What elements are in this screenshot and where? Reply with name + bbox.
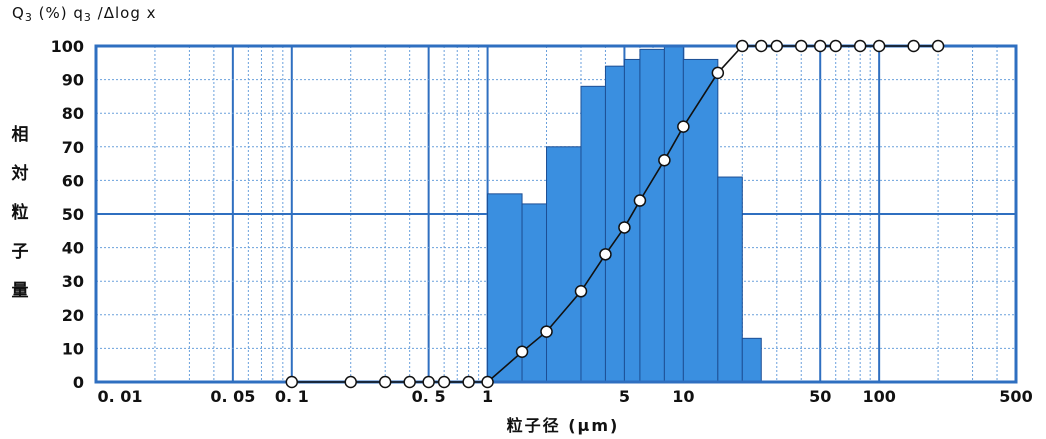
cumulative-point	[907, 39, 920, 53]
cumulative-point	[711, 66, 725, 80]
cumulative-point	[829, 39, 842, 53]
cumulative-point	[540, 325, 553, 338]
y-tick-label: 80	[62, 104, 84, 123]
cumulative-point	[599, 248, 612, 261]
cumulative-point	[770, 39, 784, 53]
histogram-bar	[580, 85, 606, 383]
header-q-tail: /Δlog x	[97, 4, 157, 22]
cumulative-point	[462, 375, 475, 389]
y-tick-labels: 0 10 20 30 40 50 60 70 80 90 100	[51, 37, 84, 392]
cumulative-point	[658, 153, 671, 167]
cumulative-curve	[285, 39, 945, 389]
cumulative-point	[813, 39, 827, 53]
histogram-bar	[741, 337, 762, 383]
cumulative-point	[853, 39, 867, 53]
x-tick-label: 5	[619, 387, 630, 406]
y-title-char: 対	[11, 164, 29, 184]
y-tick-label: 10	[62, 339, 84, 358]
histogram-bar	[663, 45, 684, 383]
cumulative-point	[437, 375, 451, 389]
plot-frame	[94, 44, 1018, 384]
histogram-bar	[682, 58, 719, 383]
cumulative-point	[633, 194, 647, 207]
y-tick-label: 50	[62, 205, 84, 224]
cumulative-point	[344, 375, 357, 389]
header-q-unit: (%)	[38, 4, 68, 22]
x-tick-label: 0. 1	[275, 387, 309, 406]
x-tick-label: 1	[482, 387, 493, 406]
cumulative-point	[285, 375, 299, 389]
cumulative-point	[755, 39, 768, 53]
x-axis-title: 粒子径 (μm)	[506, 416, 620, 435]
x-tick-label: 10	[672, 387, 694, 406]
y-title-char: 相	[11, 125, 29, 145]
y-tick-label: 40	[62, 239, 84, 258]
cumulative-point	[422, 375, 435, 389]
y-tick-label: 70	[62, 138, 84, 157]
header-q-label: Q	[12, 4, 25, 22]
x-tick-label: 0. 01	[97, 387, 142, 406]
y-tick-label: 30	[62, 272, 84, 291]
cumulative-point	[677, 120, 690, 133]
cumulative-point	[872, 39, 886, 53]
y-axis-title: 相 対 粒 子 量	[10, 120, 30, 301]
y-tick-label: 90	[62, 71, 84, 90]
x-tick-label: 0. 05	[210, 387, 255, 406]
cumulative-point	[794, 39, 808, 53]
y-title-char: 子	[11, 242, 29, 262]
y-tick-label: 20	[62, 306, 84, 325]
y-title-char: 量	[11, 281, 29, 301]
histogram-bar	[717, 176, 743, 383]
y-tick-label: 0	[73, 373, 84, 392]
histogram-bar	[623, 58, 641, 383]
header-q-sub: 3	[24, 11, 33, 24]
x-tick-label: 50	[809, 387, 831, 406]
y-tick-label: 60	[62, 171, 84, 190]
cumulative-point	[736, 39, 749, 53]
chart-header: Q3 (%) q3 /Δlog x	[12, 4, 157, 24]
cumulative-point	[574, 285, 588, 298]
x-tick-label: 500	[999, 387, 1032, 406]
header-q-small-sub: 3	[83, 11, 92, 24]
cumulative-point	[618, 221, 631, 234]
cumulative-point	[481, 375, 494, 389]
cumulative-point	[931, 39, 945, 53]
header-q-small: q	[73, 4, 84, 22]
histogram-bar	[546, 146, 582, 383]
cumulative-point	[378, 375, 392, 389]
histogram-bars	[487, 45, 762, 383]
y-tick-label: 100	[51, 37, 84, 56]
x-tick-label: 100	[862, 387, 895, 406]
cumulative-point	[403, 375, 416, 389]
x-tick-labels: 0. 01 0. 05 0. 1 0. 5 1 5 10 50 100 500	[97, 387, 1032, 406]
cumulative-point	[515, 345, 529, 359]
y-title-char: 粒	[11, 203, 29, 223]
histogram-bar	[639, 48, 665, 383]
x-tick-label: 0. 5	[412, 387, 446, 406]
